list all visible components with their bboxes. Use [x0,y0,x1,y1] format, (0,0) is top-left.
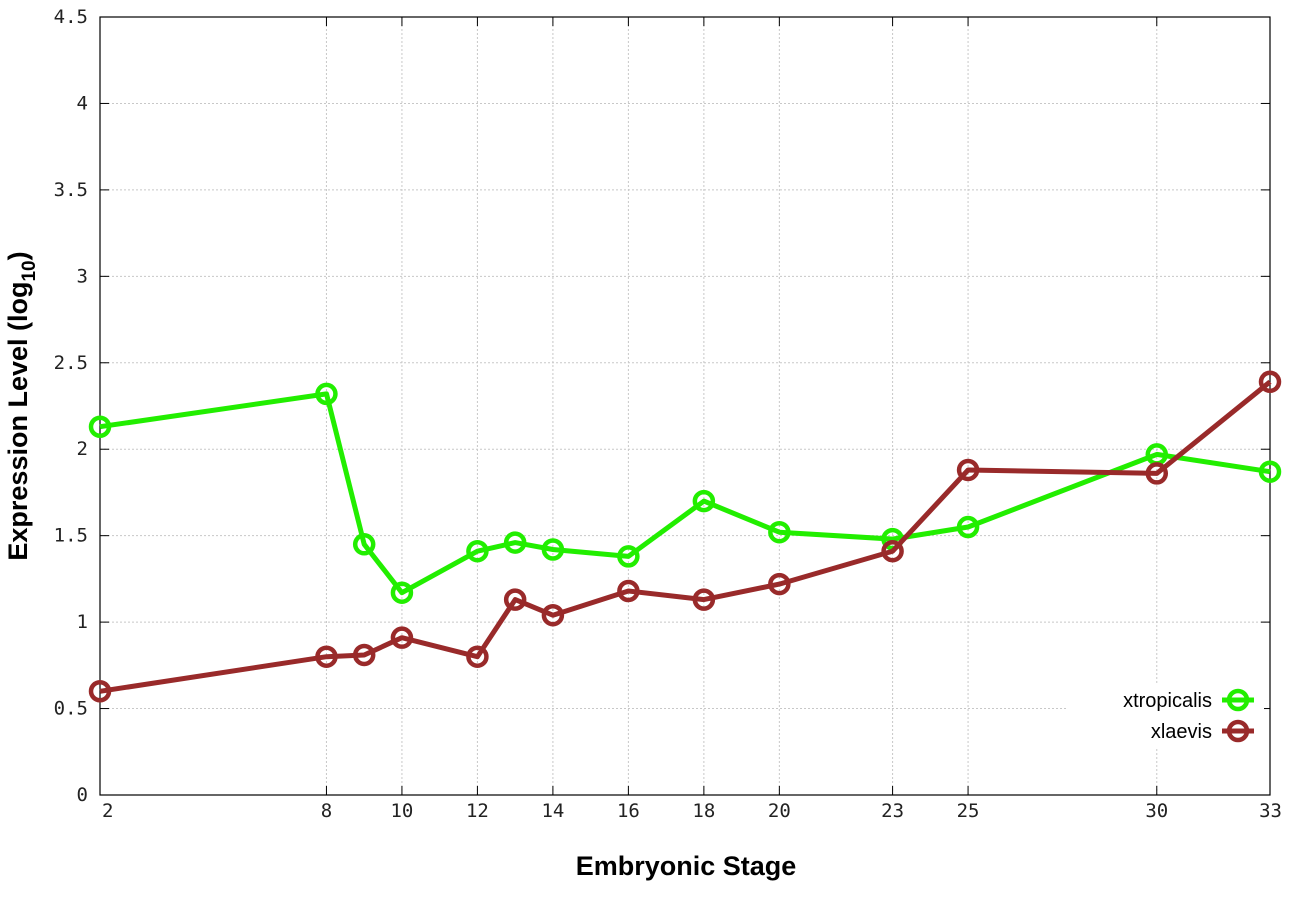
data-point-xtropicalis [315,382,338,406]
data-point-xtropicalis [692,489,716,513]
x-tick-label: 2 [102,800,113,822]
series-xtropicalis [88,382,1282,604]
x-tick-label: 12 [466,800,489,822]
data-point-xtropicalis [88,415,112,438]
data-point-xlaevis [768,572,791,596]
legend-marker-xtropicalis [1226,688,1250,712]
data-point-xtropicalis [503,531,527,554]
y-axis-title: Expression Level (log10) [3,251,40,560]
y-tick-label: 0.5 [54,698,88,720]
y-tick-label: 1 [77,611,88,633]
x-axis-title: Embryonic Stage [576,851,797,881]
legend-marker-xlaevis [1226,719,1250,743]
data-point-xlaevis [1145,462,1169,485]
data-point-xlaevis [390,626,414,649]
x-tick-label: 23 [881,800,904,822]
x-tick-label: 25 [957,800,980,822]
legend-label-xtropicalis: xtropicalis [1123,690,1212,712]
legend-label-xlaevis: xlaevis [1151,721,1212,743]
data-point-xlaevis [956,458,980,482]
plot-frame [99,16,1271,796]
data-point-xtropicalis [768,520,791,544]
series-layer [88,370,1282,703]
data-point-xtropicalis [1258,460,1282,483]
legend: xtropicalis xlaevis [1068,684,1264,748]
data-point-xtropicalis [390,581,414,604]
y-tick-label: 3 [77,265,88,287]
x-tick-label: 10 [390,800,413,822]
x-tick-label: 8 [321,800,332,822]
data-point-xtropicalis [466,539,489,563]
grid-lines [100,17,1270,795]
data-point-xlaevis [352,643,376,667]
data-point-xtropicalis [617,545,640,568]
data-point-xtropicalis [352,533,376,556]
y-axis-title-close: ) [3,251,33,260]
data-point-xtropicalis [541,538,565,561]
data-point-xlaevis [466,645,489,668]
data-point-xlaevis [617,579,640,603]
y-tick-label: 4.5 [54,6,88,28]
data-point-xtropicalis [956,515,980,539]
series-line-xlaevis [99,379,1272,694]
y-tick-label: 2.5 [54,352,88,374]
y-axis-title-main: Expression Level (log [3,282,33,561]
y-tick-label: 3.5 [54,179,88,201]
data-point-xlaevis [541,603,565,627]
x-tick-label: 30 [1145,800,1168,822]
y-tick-label: 0 [77,784,88,806]
data-point-xlaevis [503,588,527,611]
data-point-xlaevis [88,680,112,703]
data-point-xlaevis [881,539,904,563]
series-xlaevis [88,370,1282,703]
y-tick-label: 1.5 [54,525,88,547]
y-tick-label: 2 [77,438,88,460]
y-axis-title-subscript: 10 [19,260,40,281]
y-tick-label: 4 [77,92,88,114]
x-tick-label: 33 [1259,800,1282,822]
data-point-xlaevis [692,588,716,611]
data-point-xlaevis [1258,370,1282,394]
x-tick-label: 14 [541,800,564,822]
x-tick-label: 16 [617,800,640,822]
x-tick-label: 20 [768,800,791,822]
series-line-xtropicalis [99,391,1271,596]
data-point-xlaevis [315,645,338,668]
axis-ticks: 0 0.5 1 1.5 2 2.5 3 3.5 4 4.5 2 8 10 12 14 16 18 20 23 25 30… [54,6,1282,822]
x-tick-label: 18 [692,800,715,822]
